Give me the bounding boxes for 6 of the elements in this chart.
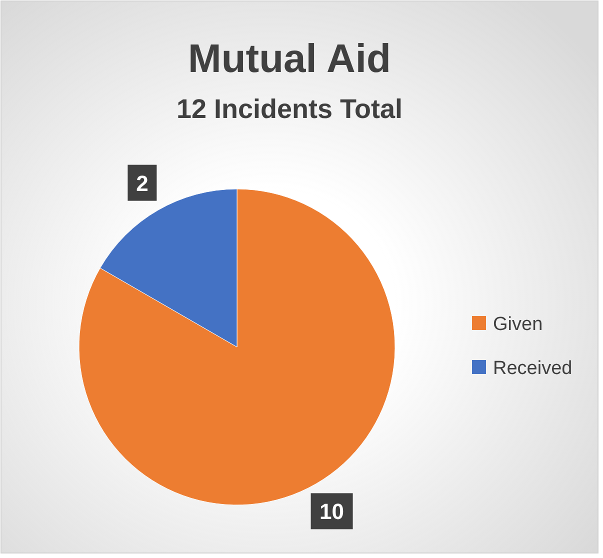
data-label: 2 <box>136 170 148 196</box>
slice-label: Given <box>493 314 543 335</box>
legend-label: Received <box>493 358 572 379</box>
chart-title: Mutual Aid <box>188 37 391 81</box>
data-label: 10 <box>320 499 344 524</box>
chart-subtitle: 12 Incidents Total <box>176 94 403 124</box>
